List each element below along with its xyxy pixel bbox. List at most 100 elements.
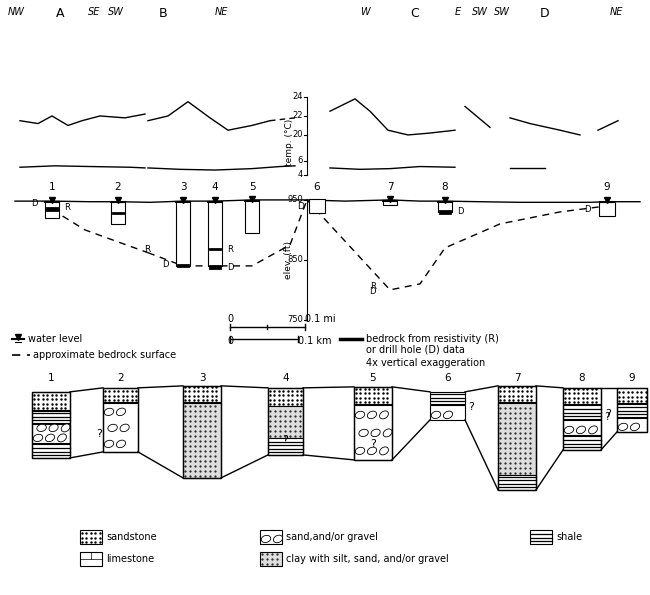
Text: ?: ? [605, 409, 611, 419]
Ellipse shape [380, 411, 389, 419]
Ellipse shape [108, 424, 117, 431]
Text: 20: 20 [292, 130, 303, 139]
Text: 8: 8 [578, 373, 585, 383]
Text: D: D [540, 7, 550, 20]
Text: D: D [297, 202, 304, 211]
Bar [563, 405, 601, 419]
Text: limestone: limestone [106, 554, 154, 564]
Text: 9: 9 [604, 182, 610, 192]
Bar [430, 405, 465, 420]
Text: 5: 5 [370, 373, 376, 383]
Text: SW: SW [472, 7, 488, 17]
Ellipse shape [37, 424, 46, 431]
Ellipse shape [356, 447, 365, 455]
Text: 0.1 mi: 0.1 mi [305, 314, 335, 324]
Ellipse shape [577, 426, 586, 434]
Bar [183, 386, 221, 478]
Bar [260, 530, 282, 544]
Text: 1: 1 [47, 373, 55, 383]
Text: 22: 22 [292, 111, 303, 120]
Text: NE: NE [610, 7, 623, 17]
Text: W: W [360, 7, 370, 17]
Text: 0: 0 [227, 336, 233, 346]
Ellipse shape [589, 426, 597, 434]
Text: approximate bedrock surface: approximate bedrock surface [33, 350, 176, 360]
Bar [45, 201, 59, 218]
Text: 1: 1 [49, 182, 55, 192]
Bar [498, 403, 536, 475]
Text: 0: 0 [227, 314, 233, 324]
Bar [111, 202, 125, 224]
Bar [80, 552, 102, 566]
Text: D: D [369, 287, 376, 296]
Text: 4x vertical exaggeration: 4x vertical exaggeration [366, 358, 486, 368]
Text: B: B [159, 7, 167, 20]
Ellipse shape [371, 429, 380, 437]
Ellipse shape [116, 440, 125, 447]
Bar [245, 200, 259, 233]
Text: water level: water level [28, 334, 83, 344]
Bar [32, 444, 70, 458]
Text: ?: ? [604, 412, 610, 422]
Bar [383, 200, 397, 205]
Bar [260, 552, 282, 566]
Bar [563, 436, 601, 450]
Text: or drill hole (D) data: or drill hole (D) data [366, 345, 465, 355]
Text: 950: 950 [287, 195, 303, 205]
Text: NE: NE [215, 7, 228, 17]
Ellipse shape [261, 536, 270, 543]
Text: E: E [455, 7, 461, 17]
Bar [617, 388, 647, 403]
Bar [183, 403, 221, 478]
Bar [208, 201, 222, 266]
Text: sand,and/or gravel: sand,and/or gravel [286, 532, 378, 542]
Text: 2: 2 [114, 182, 122, 192]
Text: SW: SW [494, 7, 510, 17]
Bar [354, 387, 392, 460]
Bar [617, 388, 647, 432]
Bar [32, 424, 70, 443]
Ellipse shape [116, 408, 125, 416]
Ellipse shape [564, 426, 574, 434]
Ellipse shape [104, 408, 114, 415]
Text: 4: 4 [298, 170, 303, 180]
Text: ?: ? [370, 439, 376, 449]
Text: shale: shale [556, 532, 582, 542]
Bar [183, 386, 221, 402]
Text: 4: 4 [212, 182, 218, 192]
Ellipse shape [384, 429, 392, 437]
Text: 850: 850 [287, 255, 303, 264]
Text: clay with silt, sand, and/or gravel: clay with silt, sand, and/or gravel [286, 554, 448, 564]
Bar [32, 411, 70, 423]
Text: D: D [162, 259, 169, 268]
Ellipse shape [630, 423, 640, 431]
Ellipse shape [359, 429, 369, 437]
Bar [32, 392, 70, 458]
Text: 24: 24 [292, 92, 303, 102]
Ellipse shape [61, 424, 70, 432]
Bar [354, 387, 392, 404]
Ellipse shape [367, 447, 376, 455]
Bar [309, 199, 325, 213]
Bar [103, 403, 138, 452]
Ellipse shape [380, 447, 389, 455]
Text: ?: ? [283, 435, 289, 445]
Text: D: D [584, 205, 591, 214]
Text: 6: 6 [314, 182, 320, 192]
Bar [354, 405, 392, 460]
Text: ?: ? [96, 429, 102, 439]
Bar [103, 388, 138, 452]
Text: temp. (°C): temp. (°C) [285, 118, 294, 165]
Bar [103, 388, 138, 402]
Text: 7: 7 [514, 373, 520, 383]
Bar [268, 388, 303, 406]
Bar [599, 202, 615, 216]
Bar [563, 388, 601, 404]
Ellipse shape [432, 411, 441, 418]
Text: 7: 7 [387, 182, 393, 192]
Text: 6: 6 [444, 373, 451, 383]
Bar [268, 438, 303, 455]
Bar [268, 388, 303, 455]
Text: 0.1 km: 0.1 km [298, 336, 332, 346]
Text: D: D [31, 199, 38, 208]
